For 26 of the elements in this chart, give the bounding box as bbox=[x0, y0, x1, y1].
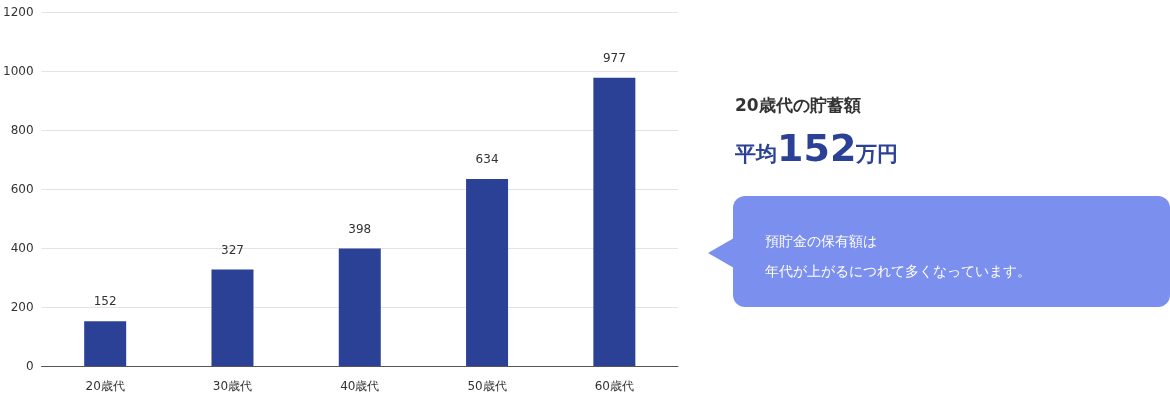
y-tick-label: 1000 bbox=[2, 64, 34, 78]
text: 平均152万円 bbox=[735, 126, 899, 170]
y-tick-label: 400 bbox=[10, 241, 34, 255]
bar bbox=[593, 77, 636, 366]
data-label: 977 bbox=[602, 50, 626, 65]
x-tick-label: 50歳代 bbox=[467, 379, 507, 393]
text: 20歳代の貯蓄額 bbox=[735, 94, 861, 117]
x-tick-label: 30歳代 bbox=[212, 379, 253, 393]
text: 年代が上がるにつれて多くなっています。 bbox=[765, 262, 1031, 281]
x-tick-label: 20歳代 bbox=[85, 379, 125, 393]
x-tick-label: 60歳代 bbox=[594, 379, 634, 393]
y-tick-label: 600 bbox=[10, 182, 34, 196]
data-label: 327 bbox=[221, 242, 244, 257]
y-tick-label: 200 bbox=[10, 300, 34, 314]
text: 預貯金の保有額は bbox=[765, 232, 878, 251]
y-tick-label: 800 bbox=[10, 123, 34, 137]
data-label: 152 bbox=[93, 294, 117, 309]
bar bbox=[211, 269, 254, 366]
data-label: 398 bbox=[348, 221, 372, 236]
data-label: 634 bbox=[475, 151, 499, 166]
bar bbox=[466, 178, 509, 366]
bar bbox=[84, 321, 127, 366]
x-tick-label: 40歳代 bbox=[340, 379, 380, 393]
y-tick-label: 0 bbox=[25, 359, 34, 373]
y-tick-label: 1200 bbox=[2, 5, 34, 19]
bar bbox=[338, 248, 381, 366]
